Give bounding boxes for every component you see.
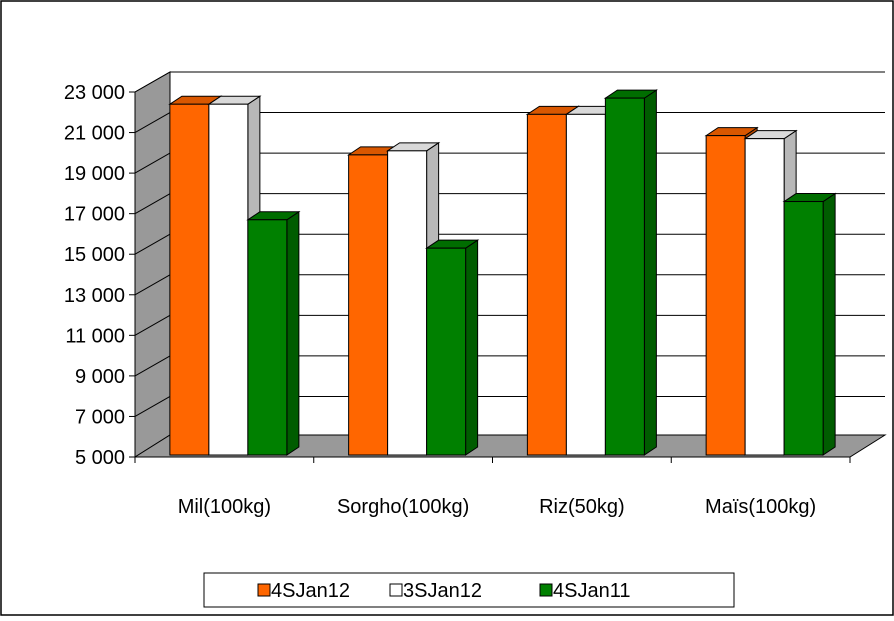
bar-front — [604, 97, 645, 456]
bar-front — [387, 150, 428, 456]
bar-front — [744, 138, 785, 456]
y-tick-label: 13 000 — [64, 285, 125, 307]
gridline-side — [134, 233, 171, 255]
bar-side — [822, 192, 836, 456]
legend-box — [203, 572, 735, 608]
x-axis-ticks: Mil(100kg) Sorgho(100kg) Riz(50kg) Maïs(100… — [134, 457, 851, 518]
legend: 4SJan12 3SJan12 4SJan11 — [203, 572, 735, 608]
bar-front — [705, 135, 746, 456]
bar — [246, 210, 301, 456]
x-tick-label: Riz(50kg) — [539, 496, 625, 518]
gridline-side — [134, 193, 171, 215]
legend-label: 3SJan12 — [403, 580, 482, 602]
gridline-side — [134, 71, 171, 93]
gridline-side — [134, 355, 171, 377]
legend-label: 4SJan11 — [553, 580, 630, 602]
legend-swatch — [389, 583, 403, 597]
x-tick-label: Mil(100kg) — [178, 496, 271, 518]
bar-side — [286, 210, 300, 456]
gridline-side — [134, 396, 171, 417]
y-tick-label: 19 000 — [64, 163, 125, 185]
legend-label: 4SJan12 — [271, 580, 350, 602]
bar-front — [348, 154, 389, 456]
y-tick-label: 17 000 — [64, 204, 125, 226]
bar — [424, 239, 480, 456]
bar-side — [465, 239, 479, 456]
gridline-side — [134, 152, 171, 174]
legend-swatch — [257, 583, 271, 597]
y-tick-label: 21 000 — [64, 123, 125, 145]
y-axis-ticks: 5 000 7 000 9 000 11 000 13 000 15 000 17 000 1… — [64, 82, 135, 469]
gridline-side — [134, 112, 171, 133]
y-tick-label: 11 000 — [65, 325, 125, 347]
legend-swatch — [539, 583, 553, 597]
bar-front — [565, 113, 606, 456]
bar-front — [247, 219, 288, 456]
y-tick-label: 15 000 — [64, 244, 125, 266]
y-tick-label: 23 000 — [64, 82, 125, 104]
bar — [603, 89, 659, 456]
bar-front — [208, 103, 249, 456]
x-tick-label: Sorgho(100kg) — [337, 496, 469, 518]
y-tick-label: 5 000 — [75, 447, 125, 469]
bar-front — [169, 103, 210, 456]
bar-side — [643, 89, 657, 456]
bar-front — [526, 113, 567, 456]
bar-front — [783, 201, 824, 456]
x-tick-label: Maïs(100kg) — [705, 496, 816, 518]
gridline-side — [134, 314, 171, 336]
y-tick-label: 7 000 — [75, 406, 125, 428]
bars — [168, 89, 837, 456]
bar-front — [426, 247, 467, 456]
y-tick-label: 9 000 — [75, 366, 125, 388]
bar — [782, 192, 837, 456]
gridline-side — [134, 274, 171, 296]
